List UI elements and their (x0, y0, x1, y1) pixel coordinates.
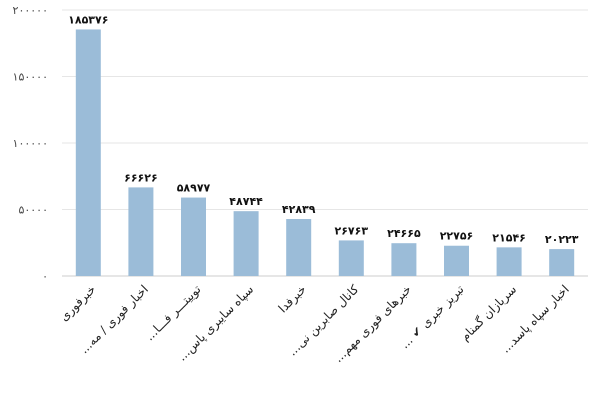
bars (75, 29, 575, 276)
bar (128, 187, 154, 276)
bar (286, 219, 312, 276)
bar (549, 249, 575, 276)
bar-value-label: ۵۸۹۷۷ (177, 182, 211, 195)
bar-value-label: ۲۴۶۶۵ (387, 227, 421, 240)
bar (496, 247, 522, 276)
bar-value-label: ۲۶۷۶۳ (335, 224, 369, 237)
y-tick-label: ۰ (42, 270, 48, 283)
data-labels: ۱۸۵۳۷۶ ۶۶۶۲۶ ۵۸۹۷۷ ۴۸۷۴۴ ۴۲۸۳۹ ۲۶۷۶۳ ۲۴۶۶۵ ۲۲۷۵… (68, 13, 579, 246)
bar-value-label: ۴۸۷۴۴ (229, 195, 263, 208)
bar-value-label: ۶۶۶۲۶ (124, 171, 158, 184)
bar-value-label: ۲۱۵۴۶ (492, 231, 526, 244)
bar-value-label: ۲۰۲۲۳ (545, 233, 579, 246)
x-axis-ticks: خبرفوری...اخبار فوری / مه...توییتـــر فـ… (57, 282, 573, 366)
y-axis-ticks: ۰ ۵۰۰۰۰ ۱۰۰۰۰۰ ۱۵۰۰۰۰ ۲۰۰۰۰۰ (13, 4, 48, 283)
y-tick-label: ۲۰۰۰۰۰ (13, 4, 48, 17)
bar (75, 29, 101, 276)
bar (338, 240, 364, 276)
bar-value-label: ۱۸۵۳۷۶ (68, 13, 108, 26)
bar (444, 245, 469, 276)
bar-value-label: ۴۲۸۳۹ (282, 203, 316, 216)
y-tick-label: ۱۵۰۰۰۰ (13, 71, 48, 84)
bar (391, 243, 417, 276)
bar (233, 211, 259, 276)
y-tick-label: ۵۰۰۰۰ (18, 204, 48, 217)
y-tick-label: ۱۰۰۰۰۰ (13, 137, 48, 150)
bar-value-label: ۲۲۷۵۶ (440, 230, 474, 243)
bar (181, 197, 206, 276)
x-tick-label: خبرفدا (276, 282, 310, 316)
x-tick-label: خبرفوری (57, 282, 99, 324)
